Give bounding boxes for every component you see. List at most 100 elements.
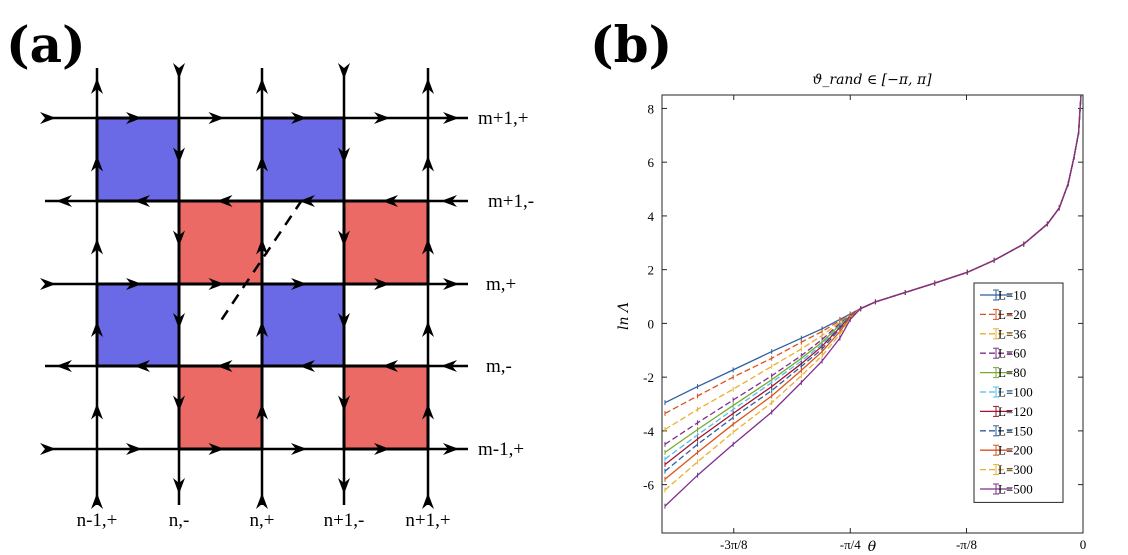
arrow-icon (256, 155, 268, 172)
arrow-icon (443, 443, 459, 455)
x-axis-label: θ (868, 539, 877, 555)
row-labels: m+1,+ m+1,- m,+ m,- m-1,+ (478, 108, 534, 460)
arrow-icon (291, 278, 307, 290)
arrow-icon (256, 493, 268, 509)
series-line (664, 95, 1082, 414)
arrow-icon (422, 238, 434, 255)
arrow-icon (422, 321, 434, 337)
y-tick-label: -2 (643, 370, 654, 385)
arrow-icon (91, 493, 103, 509)
arrow-icon (91, 238, 103, 255)
arrow-icon (216, 195, 233, 207)
column-labels: n-1,+ n,- n,+ n+1,- n+1,+ (77, 510, 451, 531)
arrow-icon (338, 478, 350, 494)
arrow-icon (382, 360, 398, 372)
arrow-icon (338, 147, 350, 164)
row-label: m+1,+ (478, 108, 528, 129)
legend-entry: L=36 (998, 326, 1027, 341)
arrow-icon (291, 443, 307, 455)
arrow-icon (443, 278, 459, 290)
arrow-icon (126, 443, 142, 455)
series-lines (664, 95, 1082, 509)
arrow-icon (56, 360, 72, 372)
legend-entry: L=150 (998, 423, 1033, 438)
arrow-icon (134, 195, 150, 207)
arrow-icon (299, 195, 315, 207)
arrow-icon (338, 395, 350, 412)
arrow-icon (91, 155, 103, 172)
arrow-icon (338, 230, 350, 247)
arrow-icon (441, 195, 457, 207)
y-axis-ticks: -6 -4 -2 0 2 4 6 8 (643, 101, 1083, 493)
square-blue (95, 282, 181, 368)
arrow-icon (91, 403, 103, 420)
legend-box (973, 282, 1064, 503)
row-label: m,- (486, 356, 512, 377)
row-label: m-1,+ (478, 439, 524, 460)
lattice-diagram: m+1,+ m+1,- m,+ m,- m-1,+ n-1,+ n,- n,+ n+1,- n+… (40, 63, 534, 531)
vertical-channel-lines (95, 68, 430, 505)
square-blue (260, 282, 346, 368)
arrow-icon (422, 78, 434, 94)
x-axis-ticks: -3π/8 -π/4 -π/8 0 (720, 95, 1086, 552)
y-tick-label: 6 (648, 155, 655, 170)
arrow-icon (208, 443, 225, 455)
arrow-icon (173, 63, 185, 79)
arrow-icon (173, 313, 185, 329)
arrow-icon (134, 360, 150, 372)
y-tick-label: -6 (643, 478, 654, 493)
square-blue (95, 116, 181, 203)
arrow-icon (291, 112, 307, 124)
arrow-icon (173, 395, 185, 412)
arrow-icon (40, 443, 56, 455)
legend-entry: L=10 (998, 288, 1026, 303)
legend-entry: L=60 (998, 346, 1026, 361)
arrow-icon (91, 78, 103, 94)
legend-entry: L=120 (998, 404, 1033, 419)
x-tick-label: -3π/8 (720, 537, 748, 552)
horizontal-channel-lines (45, 116, 468, 451)
square-red (177, 199, 264, 286)
y-tick-label: 2 (648, 263, 655, 278)
square-blue (260, 116, 346, 203)
arrow-icon (422, 155, 434, 172)
panel-a-label: (a) (6, 15, 86, 74)
column-label: n,- (169, 510, 190, 531)
x-tick-label: -π/4 (840, 537, 862, 552)
channel-arrows (40, 63, 459, 509)
y-tick-label: 8 (648, 101, 655, 116)
y-tick-label: -4 (643, 424, 654, 439)
arrow-icon (40, 112, 56, 124)
column-label: n,+ (250, 510, 275, 531)
column-label: n+1,- (324, 510, 365, 531)
arrow-icon (40, 278, 56, 290)
arrow-icon (256, 403, 268, 420)
arrow-icon (126, 112, 142, 124)
series-line (664, 95, 1082, 431)
arrow-icon (422, 493, 434, 509)
arrow-icon (56, 195, 72, 207)
arrow-icon (299, 360, 315, 372)
arrow-icon (374, 112, 390, 124)
panel-b-label: (b) (590, 15, 672, 74)
y-tick-label: 4 (648, 209, 655, 224)
y-axis-label: ln Λ (616, 302, 632, 330)
plot-frame (661, 94, 1084, 534)
square-red (177, 364, 264, 451)
arrow-icon (422, 403, 434, 420)
arrow-icon (173, 230, 185, 247)
chart: ϑ_rand ∈ [−π, π] -6 -4 -2 0 2 4 6 8 -3π/8 -π/4 -π… (616, 72, 1086, 555)
column-label: n-1,+ (77, 510, 118, 531)
legend-entry: L=300 (998, 462, 1033, 477)
arrow-icon (374, 278, 390, 290)
row-label: m+1,- (488, 191, 534, 212)
square-red (342, 199, 430, 286)
arrow-icon (338, 63, 350, 79)
x-tick-label: 0 (1080, 537, 1087, 552)
x-tick-label: -π/8 (956, 537, 977, 552)
arrow-icon (208, 112, 225, 124)
square-red (342, 364, 430, 451)
y-tick-label: 0 (648, 316, 655, 331)
arrow-icon (256, 78, 268, 94)
